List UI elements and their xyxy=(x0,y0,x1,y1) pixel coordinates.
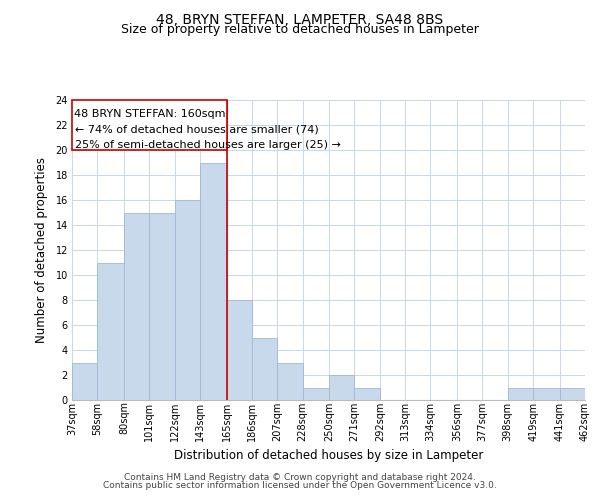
Bar xyxy=(277,362,302,400)
Bar xyxy=(175,200,200,400)
FancyBboxPatch shape xyxy=(72,100,227,150)
Bar xyxy=(227,300,252,400)
Bar xyxy=(124,212,149,400)
X-axis label: Distribution of detached houses by size in Lampeter: Distribution of detached houses by size … xyxy=(174,449,483,462)
Y-axis label: Number of detached properties: Number of detached properties xyxy=(35,157,49,343)
Bar xyxy=(329,375,355,400)
Text: ← 74% of detached houses are smaller (74): ← 74% of detached houses are smaller (74… xyxy=(75,125,319,135)
Bar xyxy=(200,162,227,400)
Bar xyxy=(97,262,124,400)
Bar xyxy=(72,362,97,400)
Bar xyxy=(302,388,329,400)
Text: Contains HM Land Registry data © Crown copyright and database right 2024.: Contains HM Land Registry data © Crown c… xyxy=(124,472,476,482)
Text: 25% of semi-detached houses are larger (25) →: 25% of semi-detached houses are larger (… xyxy=(75,140,341,150)
Text: Size of property relative to detached houses in Lampeter: Size of property relative to detached ho… xyxy=(121,22,479,36)
Bar xyxy=(560,388,585,400)
Bar xyxy=(149,212,175,400)
Text: 48 BRYN STEFFAN: 160sqm: 48 BRYN STEFFAN: 160sqm xyxy=(74,109,225,118)
Text: Contains public sector information licensed under the Open Government Licence v3: Contains public sector information licen… xyxy=(103,481,497,490)
Bar xyxy=(252,338,277,400)
Text: 48, BRYN STEFFAN, LAMPETER, SA48 8BS: 48, BRYN STEFFAN, LAMPETER, SA48 8BS xyxy=(157,12,443,26)
Bar xyxy=(508,388,533,400)
Bar xyxy=(355,388,380,400)
Bar xyxy=(533,388,560,400)
